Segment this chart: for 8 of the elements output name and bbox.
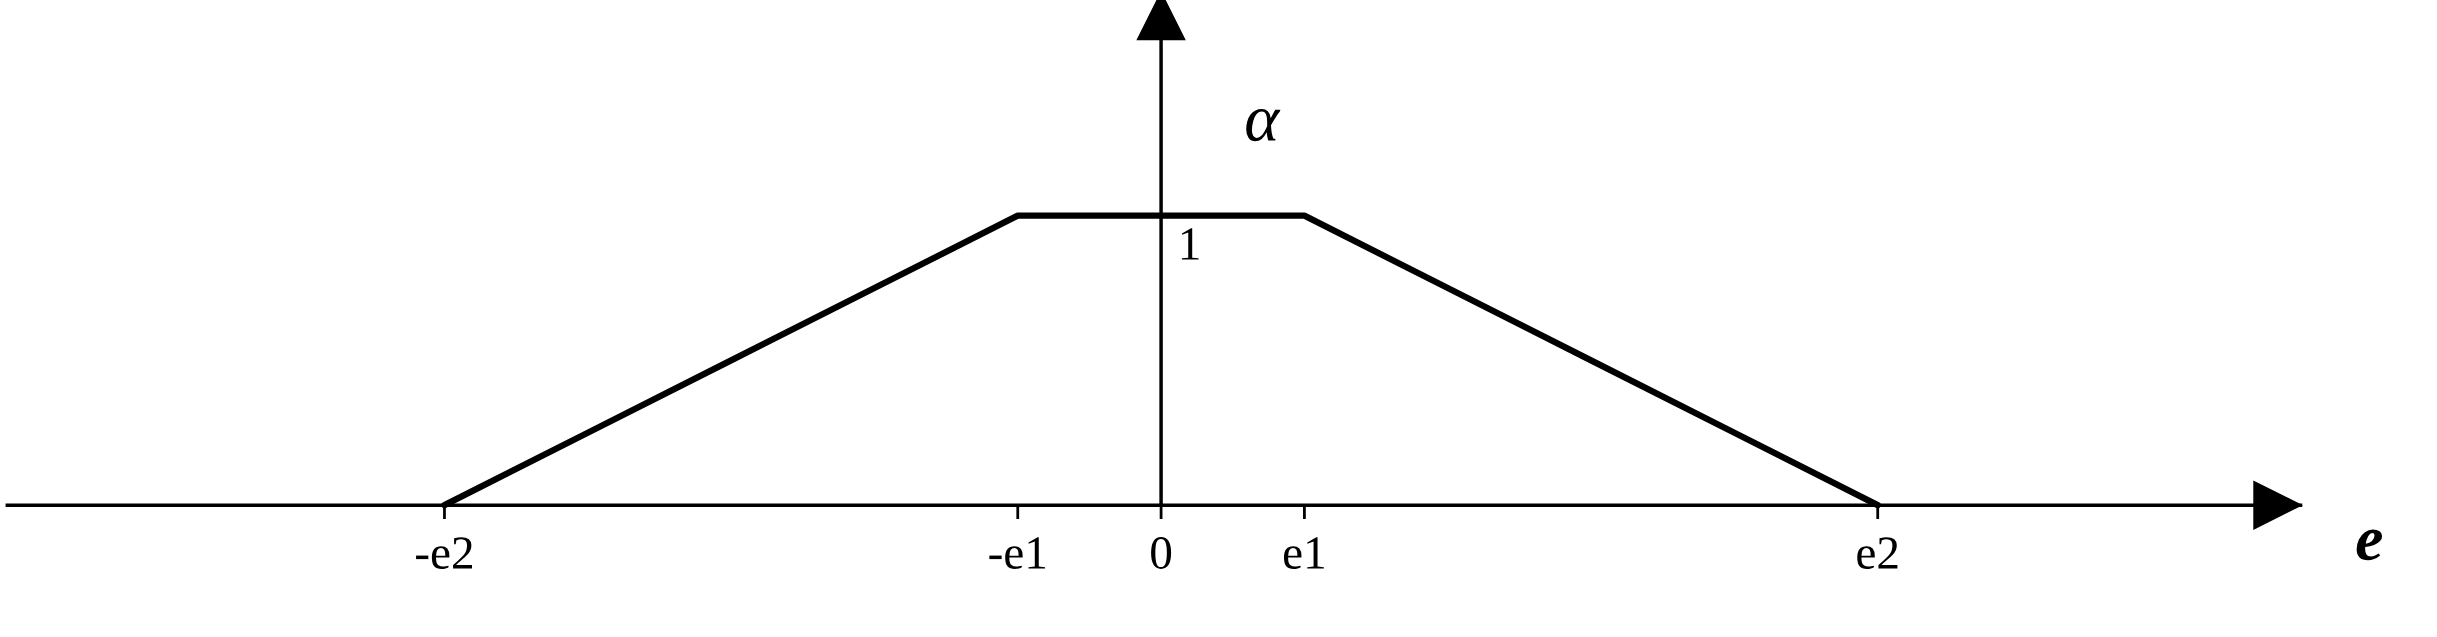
x-tick-label: e2 bbox=[1857, 537, 1898, 569]
y-axis-title: α bbox=[1246, 109, 1281, 142]
x-tick-label: -e1 bbox=[989, 537, 1046, 569]
x-tick-label: 0 bbox=[1151, 537, 1172, 569]
annotation: 1 bbox=[1181, 228, 1199, 260]
text: e bbox=[2356, 529, 2383, 561]
x-tick-label: e1 bbox=[1283, 537, 1324, 569]
x-tick-label: -e2 bbox=[416, 537, 472, 569]
